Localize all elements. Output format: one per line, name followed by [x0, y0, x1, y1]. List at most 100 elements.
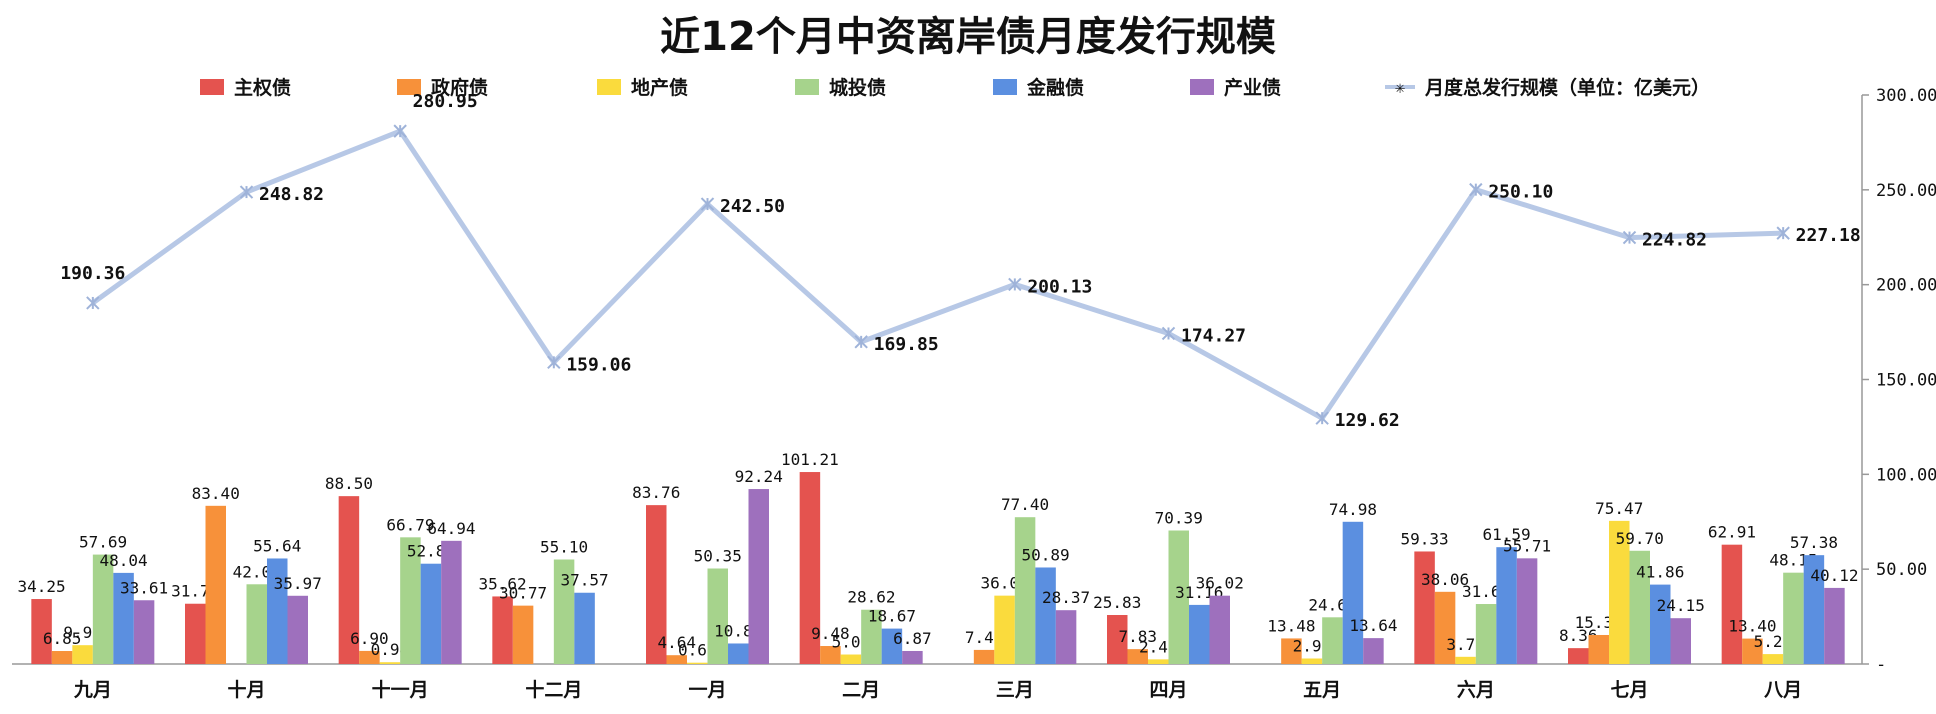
- bar: [1496, 547, 1517, 664]
- bar-data-label: 8.36: [1559, 626, 1598, 645]
- bar-data-label: 41.86: [1636, 563, 1684, 582]
- bar-data-label: 2.90: [1293, 636, 1332, 655]
- bar: [31, 599, 52, 664]
- bar-data-label: 50.89: [1021, 545, 1069, 564]
- x-tick-label: 一月: [688, 679, 726, 701]
- bar: [185, 603, 206, 664]
- bar-data-label: 74.98: [1329, 500, 1377, 519]
- line-data-label: 159.06: [566, 354, 631, 375]
- bar: [1568, 648, 1589, 664]
- bar-data-label: 62.91: [1708, 523, 1756, 542]
- bar-data-label: 6.87: [893, 629, 932, 648]
- bar-data-label: 64.94: [427, 519, 475, 538]
- bar-data-label: 5.22: [1754, 632, 1793, 651]
- bar: [728, 643, 749, 664]
- bar: [973, 649, 995, 664]
- bar-data-label: 35.62: [478, 574, 526, 593]
- bar: [1127, 649, 1148, 664]
- bar: [246, 584, 267, 664]
- bar-data-label: 55.64: [253, 536, 301, 555]
- bar: [748, 489, 769, 664]
- legend-swatch: [795, 79, 819, 95]
- bar-data-label: 77.40: [1001, 495, 1049, 514]
- bar: [881, 628, 903, 664]
- bar: [1762, 654, 1784, 664]
- line-data-label: 242.50: [720, 196, 785, 217]
- bar-data-label: 4.64: [657, 633, 696, 652]
- bar: [1803, 555, 1825, 664]
- bar-data-label: 83.76: [632, 483, 680, 502]
- bar: [574, 592, 595, 664]
- bar: [1322, 617, 1343, 664]
- bar: [287, 595, 308, 664]
- bar: [994, 595, 1015, 664]
- bar-data-label: 13.64: [1349, 616, 1397, 635]
- y-tick-label: 150.00: [1876, 371, 1936, 391]
- bar: [1189, 604, 1210, 664]
- bar: [400, 537, 421, 664]
- bar: [72, 645, 93, 664]
- bar: [205, 505, 226, 664]
- x-tick-label: 十一月: [372, 678, 429, 701]
- bar: [51, 651, 73, 664]
- bar: [113, 572, 134, 664]
- bar-data-label: 7.83: [1118, 627, 1157, 646]
- bar-data-label: 24.15: [1657, 596, 1705, 615]
- bar-data-label: 50.35: [694, 547, 742, 566]
- line-data-label: 190.36: [60, 263, 125, 284]
- bar-data-label: 66.79: [386, 515, 434, 534]
- line-series: [91, 128, 1784, 422]
- bar: [267, 558, 288, 664]
- bar-data-label: 92.24: [735, 467, 783, 486]
- legend-label: 政府债: [431, 76, 488, 99]
- legend-swatch: [200, 79, 224, 95]
- line-data-label: 129.62: [1335, 410, 1400, 431]
- bar-data-label: 57.69: [79, 533, 127, 552]
- legend-label: 城投债: [829, 76, 886, 99]
- bar: [1629, 550, 1650, 664]
- bar: [1148, 659, 1169, 664]
- legend-label: 地产债: [631, 76, 688, 99]
- bar-data-label: 34.25: [17, 577, 65, 596]
- bar: [902, 650, 923, 664]
- legend-marker-icon: ✳: [1395, 78, 1405, 98]
- legend-label: 产业债: [1224, 76, 1281, 99]
- bar: [1783, 572, 1804, 664]
- bar-data-label: 55.10: [540, 537, 588, 556]
- bar-data-label: 25.83: [1093, 593, 1141, 612]
- bar-data-label: 13.48: [1267, 616, 1315, 635]
- bar: [1014, 517, 1036, 664]
- bar: [1035, 567, 1056, 664]
- bar-data-label: 9.48: [811, 624, 850, 643]
- chart-title: 近12个月中资离岸债月度发行规模: [660, 14, 1276, 60]
- legend-label: 金融债: [1026, 76, 1084, 99]
- line-data-label: 174.27: [1181, 325, 1246, 346]
- bar: [1414, 551, 1435, 664]
- x-tick-label: 五月: [1303, 679, 1341, 701]
- bar: [359, 650, 380, 664]
- bar-data-label: 48.04: [99, 551, 147, 570]
- x-tick-label: 七月: [1610, 679, 1648, 701]
- bar: [553, 559, 575, 664]
- bar: [92, 554, 114, 664]
- bar: [420, 563, 442, 664]
- bar-data-label: 70.39: [1155, 508, 1203, 527]
- bar: [666, 655, 687, 664]
- bar-data-label: 33.61: [120, 578, 168, 597]
- bar: [820, 646, 841, 664]
- bar-data-label: 0.94: [371, 640, 410, 659]
- line-data-label: 250.10: [1488, 182, 1553, 203]
- bar-data-label: 0.69: [678, 641, 717, 660]
- bar: [1609, 520, 1630, 664]
- bar-data-label: 30.77: [499, 584, 547, 603]
- bar: [1742, 638, 1763, 664]
- y-tick-label: 50.00: [1876, 560, 1927, 580]
- legend-swatch: [397, 79, 421, 95]
- bar: [379, 662, 401, 664]
- bar-data-label: 59.33: [1400, 529, 1448, 548]
- bar-data-label: 75.47: [1595, 499, 1643, 518]
- bar: [338, 496, 360, 664]
- bar-data-label: 7.43: [965, 628, 1004, 647]
